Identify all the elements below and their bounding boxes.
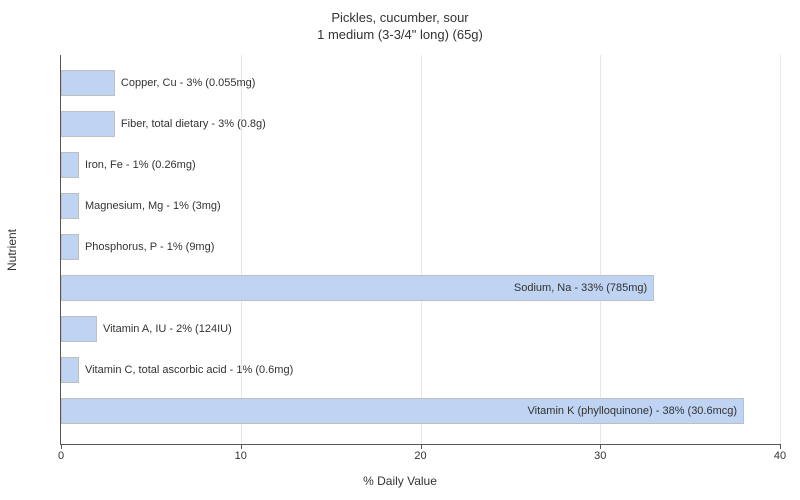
bar-label: Iron, Fe - 1% (0.26mg): [79, 159, 202, 171]
bar-label: Magnesium, Mg - 1% (3mg): [79, 200, 227, 212]
bar-row: Sodium, Na - 33% (785mg): [61, 275, 780, 301]
title-line-2: 1 medium (3-3/4" long) (65g): [0, 27, 800, 44]
x-tick-label: 10: [235, 450, 247, 462]
x-tick-mark: [780, 444, 781, 449]
bar-row: Copper, Cu - 3% (0.055mg): [61, 70, 780, 96]
bar: [61, 357, 79, 383]
bar-label: Phosphorus, P - 1% (9mg): [79, 241, 220, 253]
bar: Vitamin K (phylloquinone) - 38% (30.6mcg…: [61, 398, 744, 424]
bar-label: Vitamin K (phylloquinone) - 38% (30.6mcg…: [528, 405, 738, 417]
bar-row: Iron, Fe - 1% (0.26mg): [61, 152, 780, 178]
y-axis-label: Nutrient: [5, 229, 19, 271]
x-tick-mark: [241, 444, 242, 449]
gridline: [780, 55, 781, 444]
x-tick-label: 40: [774, 450, 786, 462]
plot-area: 010203040Copper, Cu - 3% (0.055mg)Fiber,…: [60, 55, 780, 445]
x-tick-mark: [600, 444, 601, 449]
x-axis-label: % Daily Value: [363, 474, 437, 488]
bar: [61, 70, 115, 96]
nutrient-chart: Pickles, cucumber, sour 1 medium (3-3/4"…: [0, 0, 800, 500]
bar-label: Copper, Cu - 3% (0.055mg): [115, 77, 262, 89]
bar: [61, 316, 97, 342]
bar: [61, 152, 79, 178]
x-tick-label: 30: [594, 450, 606, 462]
bar: Sodium, Na - 33% (785mg): [61, 275, 654, 301]
bar-label: Vitamin C, total ascorbic acid - 1% (0.6…: [79, 364, 299, 376]
bar-row: Phosphorus, P - 1% (9mg): [61, 234, 780, 260]
bar-row: Vitamin A, IU - 2% (124IU): [61, 316, 780, 342]
bar: [61, 234, 79, 260]
bar-row: Fiber, total dietary - 3% (0.8g): [61, 111, 780, 137]
title-line-1: Pickles, cucumber, sour: [0, 10, 800, 27]
x-tick-label: 20: [414, 450, 426, 462]
bar-label: Sodium, Na - 33% (785mg): [514, 282, 647, 294]
bar-label: Vitamin A, IU - 2% (124IU): [97, 323, 238, 335]
bar-row: Magnesium, Mg - 1% (3mg): [61, 193, 780, 219]
x-tick-mark: [421, 444, 422, 449]
bar-row: Vitamin K (phylloquinone) - 38% (30.6mcg…: [61, 398, 780, 424]
x-tick-mark: [61, 444, 62, 449]
x-tick-label: 0: [58, 450, 64, 462]
bar: [61, 193, 79, 219]
bar: [61, 111, 115, 137]
bar-label: Fiber, total dietary - 3% (0.8g): [115, 118, 272, 130]
bar-row: Vitamin C, total ascorbic acid - 1% (0.6…: [61, 357, 780, 383]
chart-title: Pickles, cucumber, sour 1 medium (3-3/4"…: [0, 0, 800, 44]
